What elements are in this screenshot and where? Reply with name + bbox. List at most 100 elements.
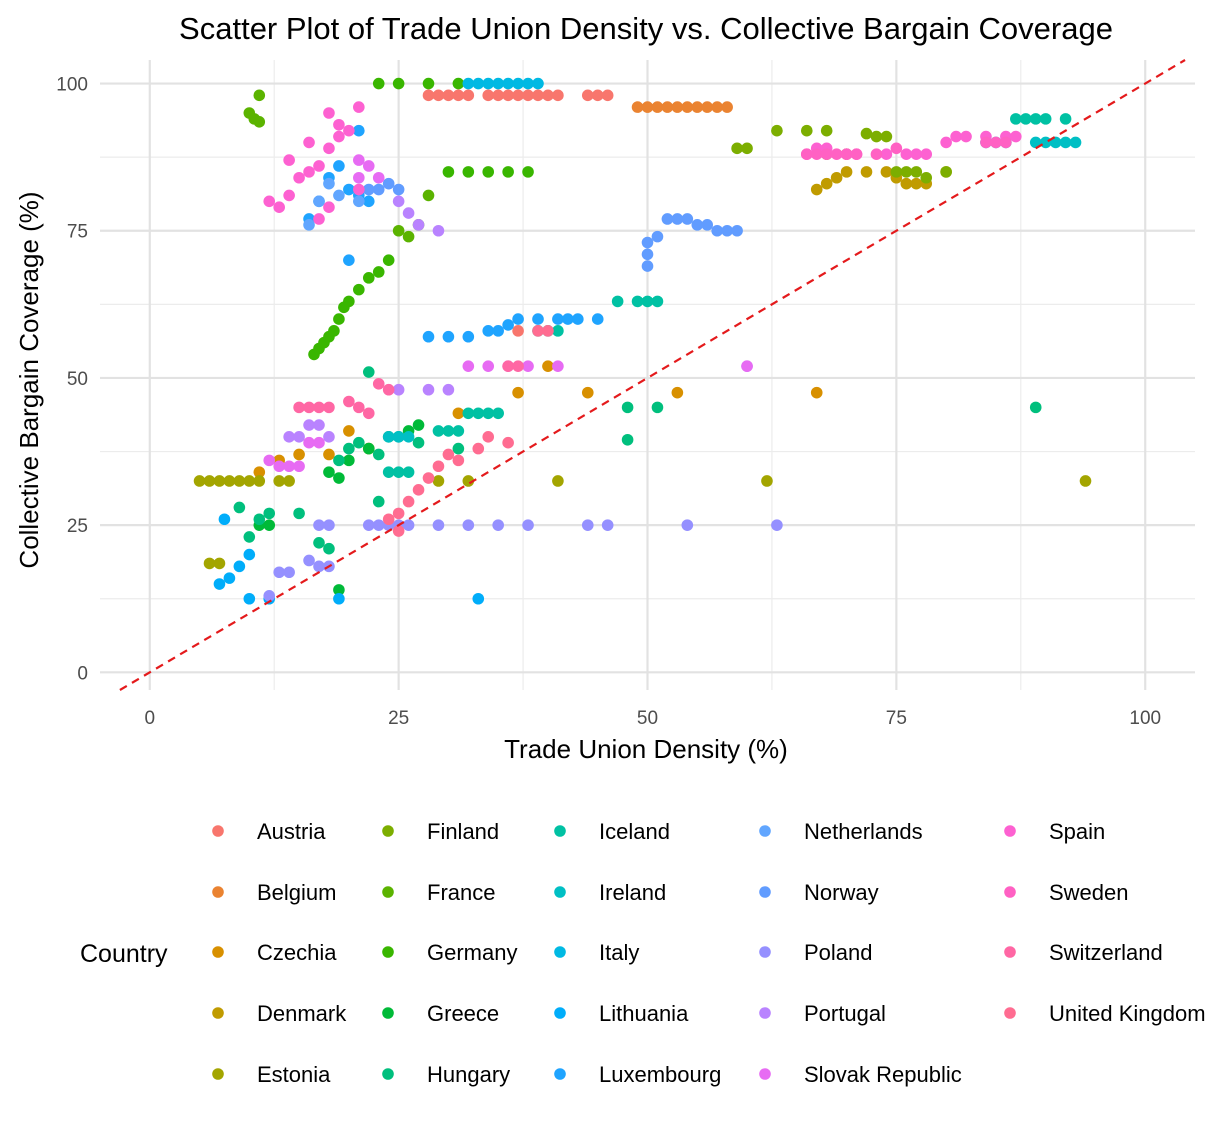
data-point: [372, 171, 385, 184]
data-point: [442, 448, 455, 461]
data-point: [343, 183, 355, 196]
legend-label: Poland: [804, 940, 873, 965]
data-point: [323, 448, 335, 461]
data-point: [392, 224, 405, 237]
data-point: [472, 77, 485, 90]
data-point: [621, 433, 634, 446]
legend-key: [212, 886, 224, 898]
data-point: [362, 407, 375, 420]
data-point: [462, 166, 475, 178]
data-point: [343, 454, 355, 467]
legend-item: Belgium: [212, 880, 336, 905]
data-point: [372, 77, 385, 90]
legend-label: Spain: [1049, 819, 1105, 844]
legend-item: Italy: [554, 940, 639, 965]
data-point: [800, 124, 813, 137]
legend-label: Netherlands: [804, 819, 923, 844]
data-point: [512, 89, 524, 102]
data-point: [372, 495, 385, 508]
data-point: [362, 519, 375, 531]
legend-item: Poland: [759, 940, 873, 965]
x-tick-label: 25: [388, 708, 409, 729]
data-point: [263, 507, 276, 520]
data-point: [253, 466, 266, 478]
data-point: [323, 401, 335, 414]
data-point: [980, 136, 992, 149]
data-point: [412, 219, 425, 231]
y-tick-label: 75: [67, 222, 88, 243]
data-point: [492, 89, 504, 102]
data-point: [532, 325, 544, 337]
data-point: [1059, 136, 1072, 149]
data-point: [353, 436, 365, 449]
data-point: [482, 431, 495, 443]
data-point: [701, 219, 714, 231]
data-point: [303, 554, 315, 567]
data-point: [283, 431, 295, 443]
data-point: [482, 325, 495, 337]
data-point: [343, 295, 355, 308]
data-point: [870, 130, 883, 143]
legend-key: [382, 1007, 394, 1019]
data-point: [283, 566, 295, 579]
data-point: [442, 89, 455, 102]
series-sweden: [800, 136, 1012, 161]
data-point: [303, 166, 315, 178]
data-point: [631, 295, 644, 308]
data-point: [323, 177, 335, 190]
data-point: [591, 89, 604, 102]
y-tick-label: 100: [56, 75, 88, 96]
series-slovak-republic: [263, 154, 753, 473]
series-germany: [308, 77, 534, 361]
series-czechia: [253, 360, 823, 478]
data-point: [362, 183, 375, 196]
data-point: [462, 407, 475, 420]
data-point: [611, 295, 624, 308]
data-point: [880, 166, 893, 178]
data-point: [273, 566, 285, 579]
data-point: [402, 431, 415, 443]
data-point: [263, 454, 276, 467]
data-point: [502, 360, 514, 372]
series-switzerland: [293, 360, 524, 420]
data-point: [532, 89, 544, 102]
legend-label: Estonia: [257, 1062, 331, 1087]
data-point: [392, 431, 405, 443]
legend-key: [1004, 1007, 1016, 1019]
data-point: [333, 454, 345, 467]
data-point: [353, 124, 365, 137]
data-point: [402, 519, 415, 531]
data-point: [681, 213, 694, 225]
data-point: [313, 436, 325, 449]
legend-item: France: [382, 880, 495, 905]
data-point: [452, 407, 465, 420]
data-point: [233, 560, 246, 573]
data-point: [273, 460, 285, 473]
data-point: [233, 501, 246, 514]
data-point: [243, 475, 256, 487]
data-point: [313, 519, 325, 531]
data-point: [532, 313, 544, 325]
data-point: [552, 360, 564, 372]
data-point: [522, 519, 534, 531]
legend-item: Estonia: [212, 1062, 331, 1087]
data-point: [651, 230, 664, 243]
data-point: [432, 519, 445, 531]
data-point: [731, 224, 743, 237]
data-point: [313, 401, 325, 414]
series-united-kingdom: [382, 325, 554, 537]
data-point: [810, 148, 823, 161]
data-point: [243, 592, 256, 605]
data-point: [1000, 136, 1012, 149]
data-point: [502, 77, 514, 90]
data-point: [711, 224, 723, 237]
legend-key: [212, 1068, 224, 1080]
data-point: [810, 386, 823, 399]
data-point: [353, 183, 365, 196]
data-point: [193, 475, 206, 487]
data-point: [293, 448, 305, 461]
data-point: [860, 166, 873, 178]
series-denmark: [810, 166, 952, 196]
series-iceland: [382, 113, 1072, 478]
